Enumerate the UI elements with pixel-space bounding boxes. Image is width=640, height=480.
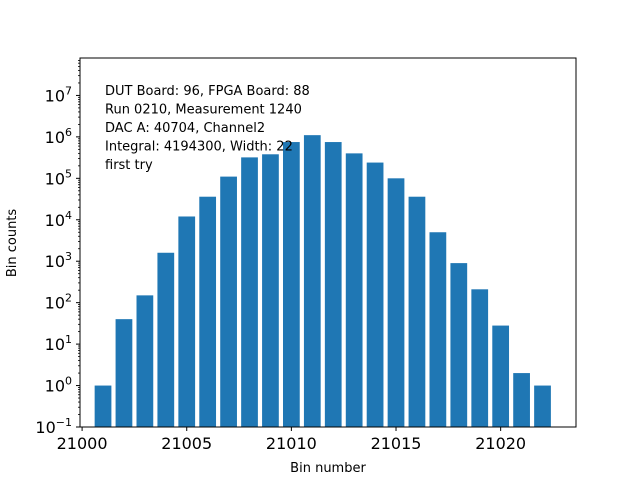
annotation-line-5: first try: [105, 158, 153, 173]
bar-21011: [303, 135, 321, 427]
x-tick-label-21000: 21000: [57, 434, 108, 453]
bar-21015: [387, 178, 405, 427]
bar-21003: [136, 295, 154, 427]
y-axis-label: Bin counts: [5, 209, 20, 278]
bar-21006: [199, 196, 217, 427]
x-tick-label-21005: 21005: [161, 434, 212, 453]
bar-21014: [366, 162, 384, 427]
bar-21017: [429, 232, 447, 427]
bar-21018: [450, 263, 468, 427]
x-tick-label-21015: 21015: [371, 434, 422, 453]
y-tick-label-2: 102: [45, 292, 72, 313]
bar-21022: [534, 385, 551, 427]
bar-21010: [283, 142, 300, 427]
y-tick-label-3: 103: [45, 250, 72, 271]
bar-21012: [324, 142, 342, 427]
bar-21013: [345, 153, 363, 427]
x-tick-label-21010: 21010: [266, 434, 317, 453]
bar-21002: [115, 319, 133, 427]
bar-21007: [220, 176, 237, 427]
annotation-line-4: Integral: 4194300, Width: 22: [105, 140, 293, 155]
x-tick-label-21020: 21020: [475, 434, 526, 453]
bar-21020: [492, 325, 510, 427]
bar-21016: [408, 196, 426, 427]
bar-21019: [471, 289, 489, 427]
y-tick-label-7: 107: [45, 84, 72, 105]
plot-frame: [79, 57, 577, 428]
annotation-line-2: Run 0210, Measurement 1240: [105, 103, 302, 118]
bars-group: [94, 135, 551, 428]
bar-21008: [241, 157, 258, 428]
annotation-line-1: DUT Board: 96, FPGA Board: 88: [105, 84, 310, 99]
annotation-box: DUT Board: 96, FPGA Board: 88 Run 0210, M…: [105, 84, 310, 173]
y-tick-label-4: 104: [45, 209, 72, 230]
y-ticks-group: 10−1 100 101 102 103 104 105 106 107: [35, 84, 80, 437]
annotation-line-3: DAC A: 40704, Channel2: [105, 121, 265, 136]
bar-21004: [157, 252, 175, 427]
y-tick-label--1: 10−1: [35, 416, 72, 437]
y-tick-label-5: 105: [45, 167, 72, 188]
y-tick-label-1: 101: [45, 333, 72, 354]
bar-21021: [513, 373, 530, 427]
bar-21001: [94, 385, 112, 427]
y-tick-label-0: 100: [45, 375, 72, 396]
x-ticks-group: 21000 21005 21010 21015 21020: [57, 427, 526, 453]
x-axis-label: Bin number: [290, 461, 366, 476]
bar-21005: [178, 216, 196, 427]
bar-21009: [262, 154, 279, 427]
y-tick-label-6: 106: [45, 126, 72, 147]
